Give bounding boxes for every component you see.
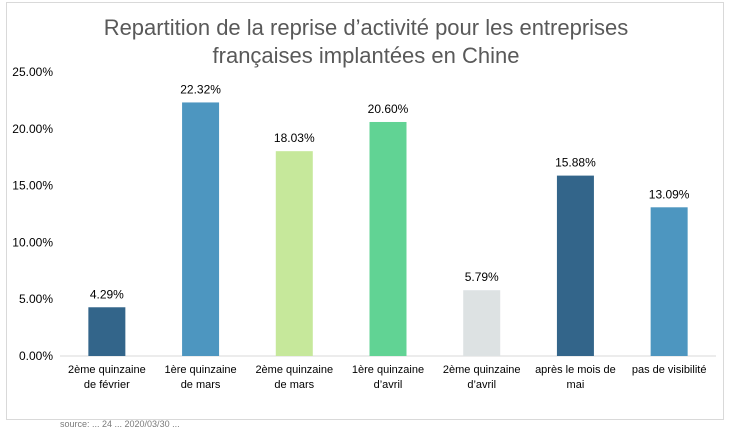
y-tick-label: 25.00% — [12, 65, 53, 79]
category-label: 2ème quinzaine — [255, 364, 333, 376]
category-label: 1ère quinzaine — [164, 364, 236, 376]
y-tick-label: 5.00% — [19, 292, 53, 306]
chart-title-line-1: Repartition de la reprise d’activité pou… — [103, 15, 629, 40]
bar — [650, 207, 688, 356]
data-label: 5.79% — [465, 270, 499, 284]
y-tick-label: 10.00% — [12, 235, 53, 249]
category-label: après le mois de — [535, 364, 616, 376]
data-label: 4.29% — [90, 287, 124, 301]
bar — [369, 121, 407, 356]
data-label: 20.60% — [368, 102, 409, 116]
chart-title-line-2: françaises implantées en Chine — [212, 43, 520, 68]
category-label: mai — [567, 379, 585, 391]
bar — [88, 307, 126, 356]
y-tick-label: 20.00% — [12, 122, 53, 136]
category-label: 2ème quinzaine — [68, 364, 146, 376]
bar — [556, 175, 594, 356]
data-label: 15.88% — [555, 156, 596, 170]
bar — [182, 102, 220, 357]
category-label: de février — [84, 379, 130, 391]
category-label: de mars — [181, 379, 221, 391]
data-label: 18.03% — [274, 131, 315, 145]
data-label: 22.32% — [180, 82, 221, 96]
bar — [463, 290, 501, 356]
y-tick-label: 15.00% — [12, 179, 53, 193]
bar — [275, 151, 313, 356]
category-label: d’avril — [467, 379, 496, 391]
data-label: 13.09% — [649, 187, 690, 201]
y-tick-label: 0.00% — [19, 349, 53, 363]
chart-title: Repartition de la reprise d’activité pou… — [0, 14, 732, 70]
category-label: 2ème quinzaine — [443, 364, 521, 376]
footnote: source: ... 24 ... 2020/03/30 ... — [60, 420, 180, 427]
category-label: pas de visibilité — [632, 364, 707, 376]
category-label: d’avril — [374, 379, 403, 391]
category-label: de mars — [274, 379, 314, 391]
category-label: 1ère quinzaine — [352, 364, 424, 376]
chart-frame — [6, 2, 724, 420]
